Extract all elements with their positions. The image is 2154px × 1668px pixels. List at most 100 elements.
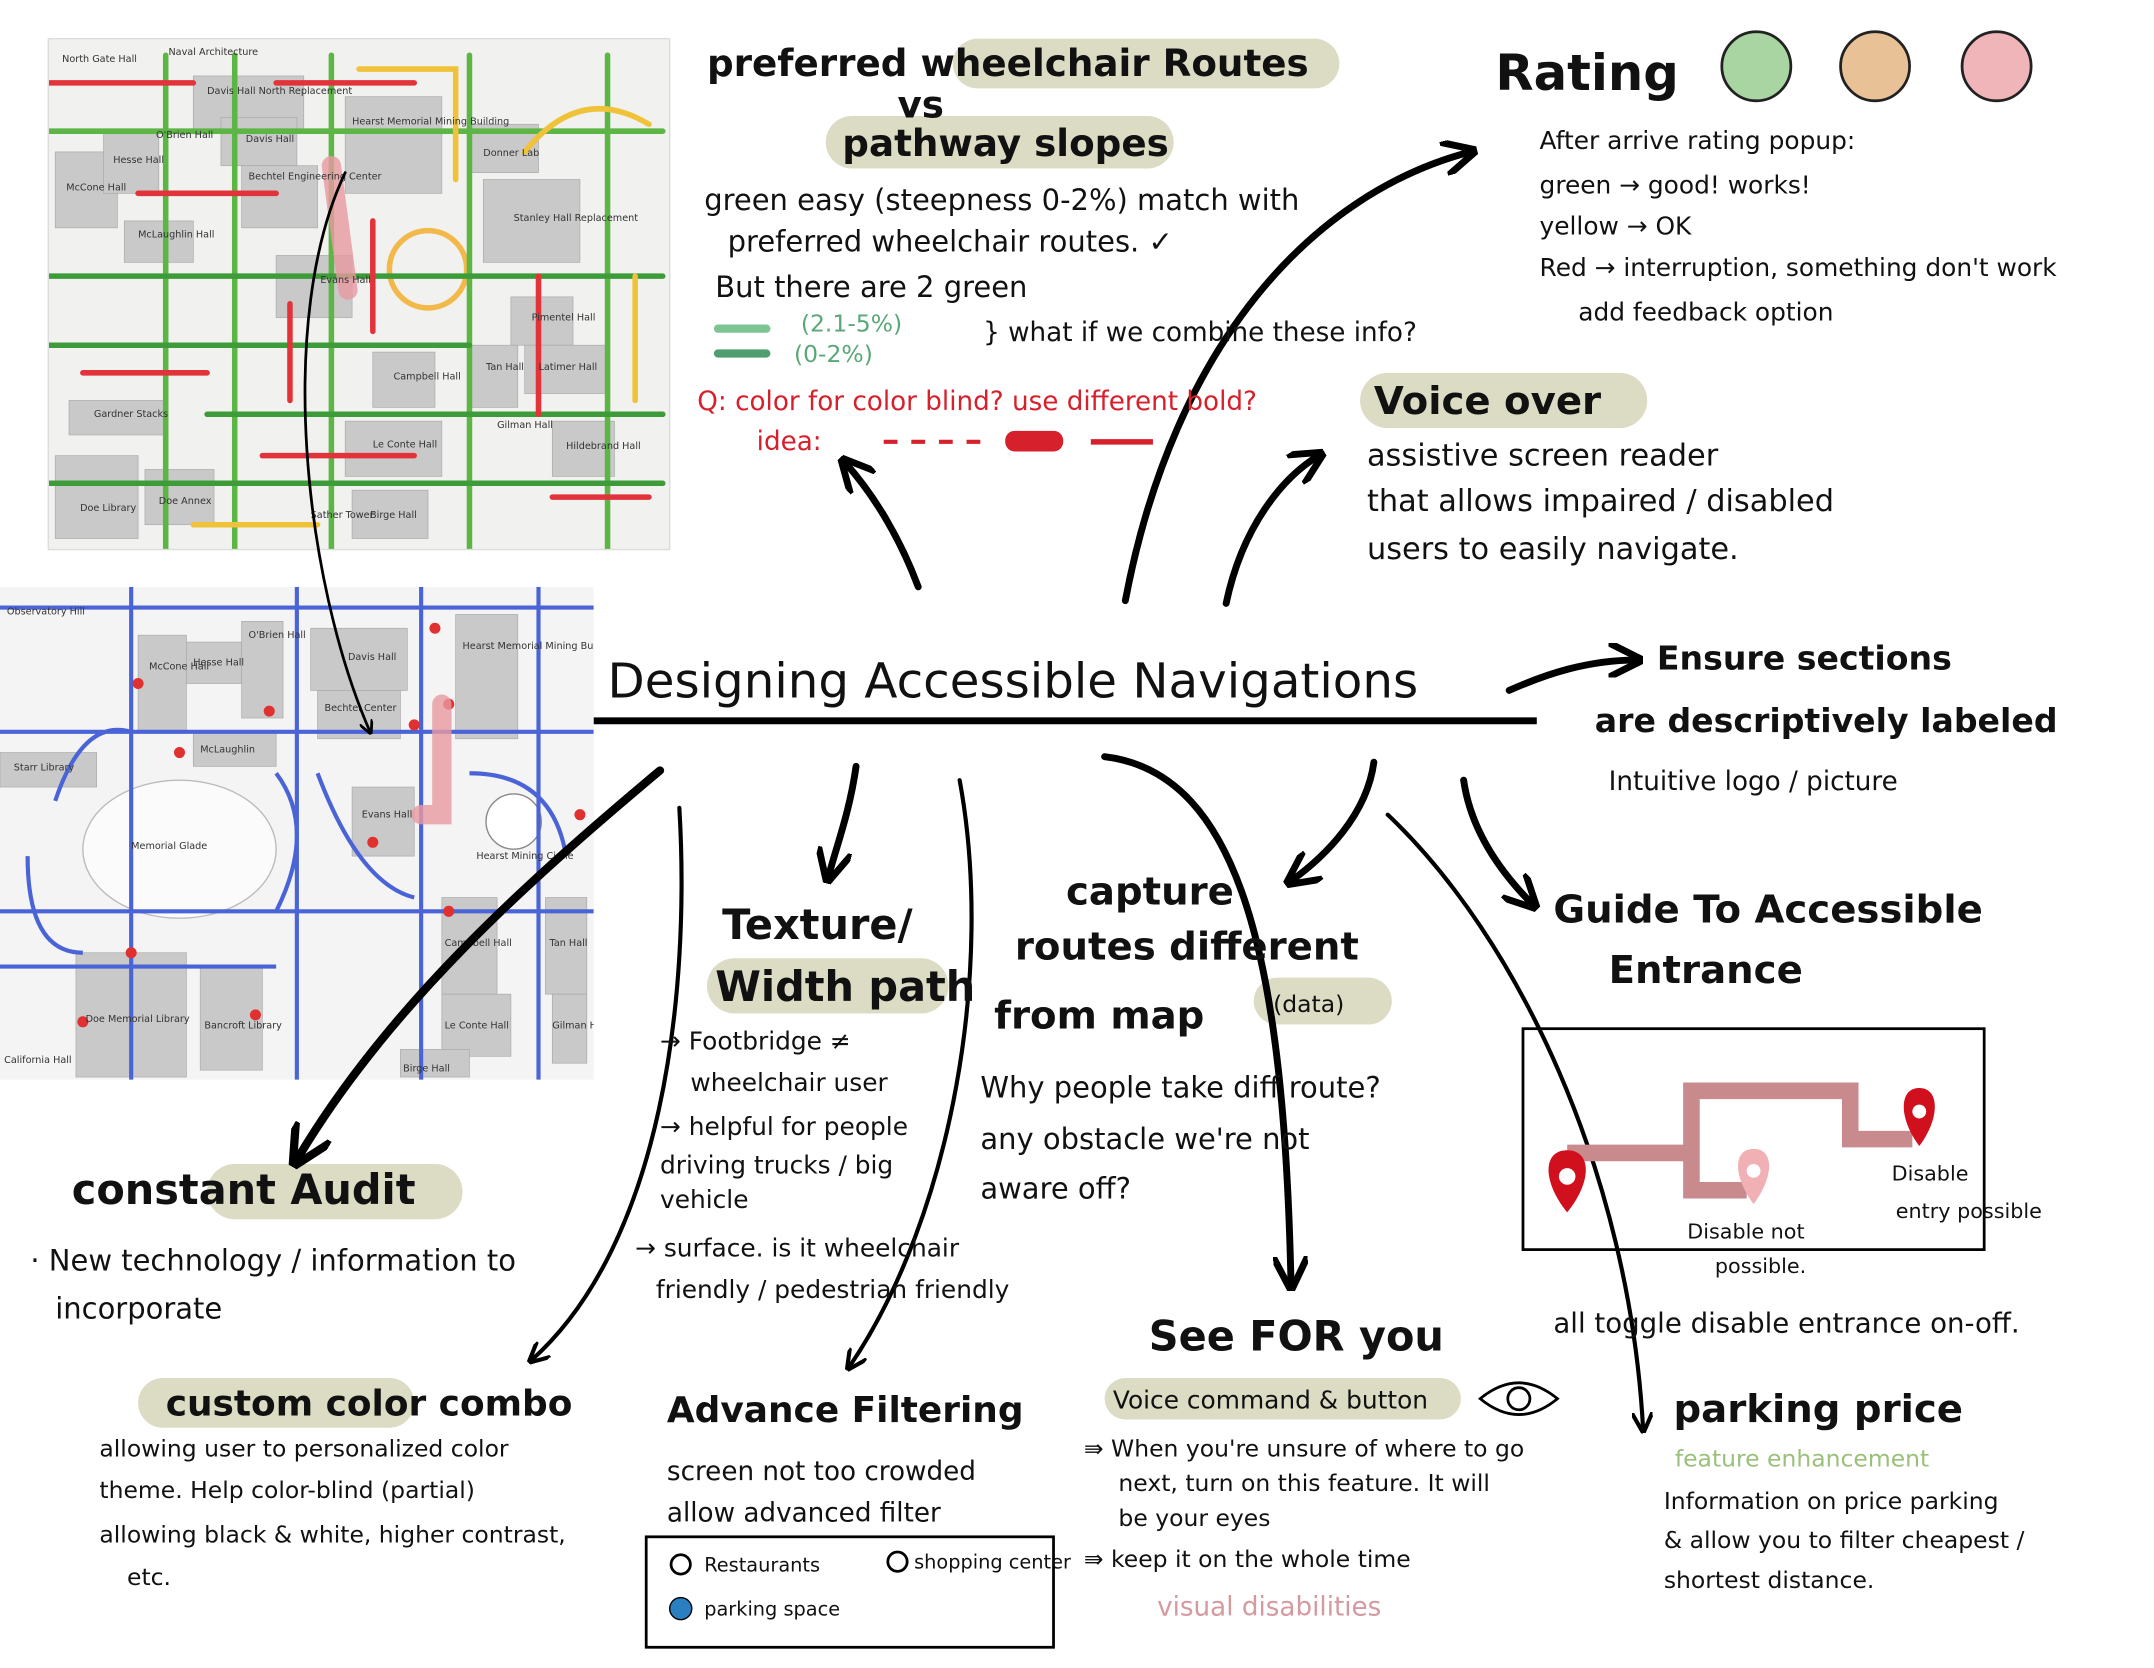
map-label: Bechtel Engineering Center — [249, 172, 382, 183]
heading: Entrance — [1609, 948, 1803, 993]
map-label: McCone Hall — [66, 183, 126, 194]
map-label: Bancroft Library — [204, 1021, 282, 1032]
map-label: Donner Lab — [483, 148, 539, 159]
entrance-diagram — [1521, 1027, 1986, 1251]
map-frame — [47, 37, 671, 551]
map-label: Starr Library — [14, 762, 75, 773]
note-line: wheelchair user — [690, 1068, 888, 1097]
note-line: aware off? — [980, 1172, 1131, 1206]
note-line: allow advanced filter — [667, 1499, 941, 1529]
note-line: shortest distance. — [1664, 1566, 1875, 1594]
map-label: Evans Hall — [320, 275, 371, 286]
note-line: ⇛ When you're unsure of where to go — [1084, 1435, 1524, 1463]
map-label: McCone Hall — [149, 662, 209, 673]
map-label: Hesse Hall — [113, 155, 164, 166]
map-label: Hearst Memorial Mining Building — [463, 641, 620, 652]
heading: Width path — [715, 963, 975, 1011]
map-label: Memorial Glade — [131, 841, 207, 852]
note-line: green easy (steepness 0-2%) match with — [704, 183, 1299, 217]
filter-option: shopping center — [914, 1551, 1071, 1574]
note-line: But there are 2 green — [715, 270, 1027, 304]
diagram-label: Disable not — [1687, 1220, 1804, 1244]
note-line: be your eyes — [1118, 1504, 1270, 1532]
note-line: etc. — [127, 1563, 171, 1591]
note-line: theme. Help color-blind (partial) — [99, 1476, 474, 1504]
filter-option: Restaurants — [704, 1553, 820, 1576]
question: Q: color for color blind? use different … — [697, 387, 1257, 417]
map-label: California Hall — [4, 1055, 71, 1066]
note-line: preferred wheelchair routes. ✓ — [728, 224, 1173, 258]
legend-label: (0-2%) — [794, 340, 873, 368]
note-line: any obstacle we're not — [980, 1122, 1309, 1156]
note-line: → Footbridge ≠ — [660, 1026, 851, 1055]
map-label: Le Conte Hall — [373, 439, 437, 450]
map-label: Le Conte Hall — [445, 1021, 509, 1032]
map-label: Pimentel Hall — [532, 312, 596, 323]
map-label: Doe Library — [80, 503, 136, 514]
arrows — [297, 152, 1643, 1429]
note-line: After arrive rating popup: — [1540, 126, 1856, 155]
map-slopes — [48, 38, 670, 550]
note-line: driving trucks / big — [660, 1151, 893, 1180]
map-label: Tan Hall — [485, 362, 524, 373]
map-label: Gardner Stacks — [94, 409, 168, 420]
note-line: all toggle disable entrance on-off. — [1553, 1306, 2019, 1339]
map-label: Doe Memorial Library — [86, 1014, 190, 1025]
heading: are descriptively labeled — [1595, 701, 2058, 740]
note-line: → helpful for people — [660, 1112, 908, 1141]
note-line: users to easily navigate. — [1367, 532, 1739, 567]
note-line: screen not too crowded — [667, 1457, 976, 1487]
map-labels: North Gate Hall Naval Architecture Davis H… — [4, 47, 641, 1074]
map-label: Evans Hall — [362, 809, 413, 820]
note-line: incorporate — [55, 1292, 222, 1326]
map-label: Tan Hall — [549, 938, 588, 949]
texts: Designing Accessible Navigations preferre… — [30, 41, 2057, 1623]
note-line: · New technology / information to — [30, 1243, 516, 1277]
heading: Guide To Accessible — [1553, 887, 1982, 932]
map-label: Hildebrand Hall — [566, 441, 641, 452]
map-label: McLaughlin — [200, 745, 255, 756]
note-line: that allows impaired / disabled — [1367, 484, 1834, 519]
heading: routes different — [1015, 925, 1359, 970]
subtitle: feature enhancement — [1675, 1444, 1929, 1472]
map-label: Birge Hall — [370, 510, 417, 521]
map-label: Davis Hall — [348, 652, 396, 663]
map-label: Hesse Hall — [193, 658, 244, 669]
note-line: green → good! works! — [1540, 170, 1811, 199]
map-label: Doe Annex — [159, 496, 212, 507]
legend-marks — [713, 324, 1153, 452]
heading: Texture/ — [722, 901, 913, 949]
diagram-label: entry possible — [1896, 1199, 2042, 1223]
note-line: next, turn on this feature. It will — [1118, 1469, 1490, 1497]
diagram-label: possible. — [1715, 1254, 1806, 1278]
note-line: → surface. is it wheelchair — [635, 1234, 960, 1263]
heading: vs — [898, 82, 944, 126]
filter-option: parking space — [704, 1598, 840, 1621]
note-line: } what if we combine these info? — [983, 318, 1417, 348]
map-label: McLaughlin Hall — [138, 230, 214, 241]
map-slopes-labels: North Gate Hall Naval Architecture Davis H… — [62, 47, 641, 521]
map-label: Hearst Memorial Mining Building — [352, 116, 509, 127]
map-label: Davis Hall — [246, 134, 294, 145]
heading: preferred wheelchair Routes — [707, 41, 1309, 85]
diagram-label: Disable — [1892, 1162, 1969, 1186]
heading: See FOR you — [1149, 1312, 1444, 1360]
note-line: ⇛ keep it on the whole time — [1084, 1545, 1411, 1573]
map-label: Campbell Hall — [394, 372, 461, 383]
map-label: Hearst Mining Circle — [476, 851, 573, 862]
map-label: Sather Tower — [311, 510, 374, 521]
heading: pathway slopes — [842, 121, 1169, 165]
heading: capture — [1066, 869, 1234, 914]
map-label: North Gate Hall — [62, 54, 137, 65]
map-label: Gilman Hall — [497, 420, 553, 431]
heading: from map — [994, 994, 1204, 1039]
note-line: vehicle — [660, 1185, 748, 1214]
subtitle: Voice command & button — [1113, 1385, 1428, 1414]
tag: (data) — [1273, 990, 1344, 1018]
note-line: Why people take diff route? — [980, 1071, 1380, 1105]
map-label: Campbell Hall — [445, 938, 512, 949]
note-line: yellow → OK — [1540, 212, 1692, 241]
heading: parking price — [1673, 1387, 1963, 1432]
note-line: friendly / pedestrian friendly — [656, 1275, 1009, 1304]
